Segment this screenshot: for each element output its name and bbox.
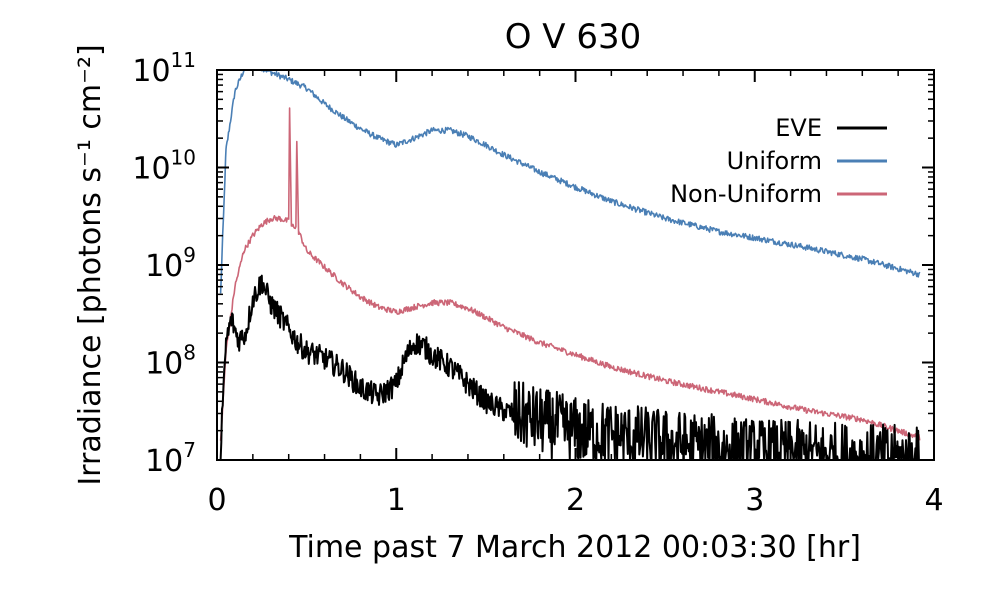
x-tick-label: 2 <box>566 483 585 518</box>
series-layer <box>219 69 921 461</box>
series-line-non-uniform <box>219 107 921 441</box>
x-axis: 0 1 2 3 4 <box>207 70 944 518</box>
y-axis: 107 108 109 1010 1011 <box>132 48 934 479</box>
series-line-uniform <box>219 69 921 294</box>
legend-label: Non-Uniform <box>670 180 822 208</box>
y-axis-title: Irradiance [photons s⁻¹ cm⁻²] <box>73 44 108 485</box>
legend-label: Uniform <box>727 147 822 175</box>
series-line-eve <box>219 274 920 461</box>
y-tick-label: 107 <box>145 438 196 479</box>
y-tick-label: 108 <box>145 341 196 382</box>
legend-label: EVE <box>775 114 822 142</box>
x-tick-label: 3 <box>745 483 764 518</box>
x-tick-label: 1 <box>387 483 406 518</box>
x-tick-label: 0 <box>207 483 226 518</box>
y-tick-label: 109 <box>145 243 196 284</box>
x-axis-title: Time past 7 March 2012 00:03:30 [hr] <box>288 530 861 565</box>
legend: EVE Uniform Non-Uniform <box>670 114 887 208</box>
chart-title: O V 630 <box>505 17 642 57</box>
x-tick-label: 4 <box>924 483 943 518</box>
y-tick-label: 1010 <box>132 146 196 187</box>
y-tick-label: 1011 <box>132 48 196 89</box>
